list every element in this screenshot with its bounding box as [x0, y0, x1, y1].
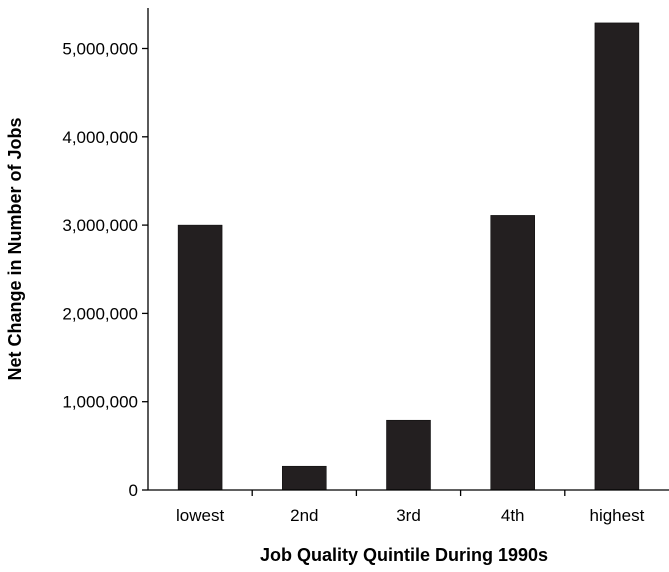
x-axis-ticks: lowest 2nd 3rd 4th highest	[176, 490, 645, 525]
x-tick-label: 3rd	[396, 506, 421, 525]
x-tick-label: 4th	[501, 506, 525, 525]
x-tick-label: highest	[589, 506, 644, 525]
y-tick-label: 0	[129, 481, 138, 500]
y-tick-label: 4,000,000	[62, 128, 138, 147]
y-tick-label: 1,000,000	[62, 393, 138, 412]
y-axis-ticks: 0 1,000,000 2,000,000 3,000,000 4,000,000 5,0…	[62, 40, 148, 500]
bar-lowest	[177, 224, 223, 491]
bar-4th	[490, 215, 535, 491]
y-tick-label: 5,000,000	[62, 40, 138, 59]
bar-3rd	[386, 419, 431, 491]
x-tick-label: 2nd	[290, 506, 318, 525]
x-axis-title: Job Quality Quintile During 1990s	[260, 545, 548, 565]
bar-highest	[594, 22, 640, 491]
plot-area: 0 1,000,000 2,000,000 3,000,000 4,000,000 5,0…	[62, 8, 669, 525]
bar-2nd	[282, 465, 327, 491]
bars-group	[177, 22, 640, 491]
y-tick-label: 3,000,000	[62, 216, 138, 235]
y-tick-label: 2,000,000	[62, 304, 138, 323]
x-tick-label: lowest	[176, 506, 224, 525]
y-axis-title: Net Change in Number of Jobs	[5, 117, 25, 380]
